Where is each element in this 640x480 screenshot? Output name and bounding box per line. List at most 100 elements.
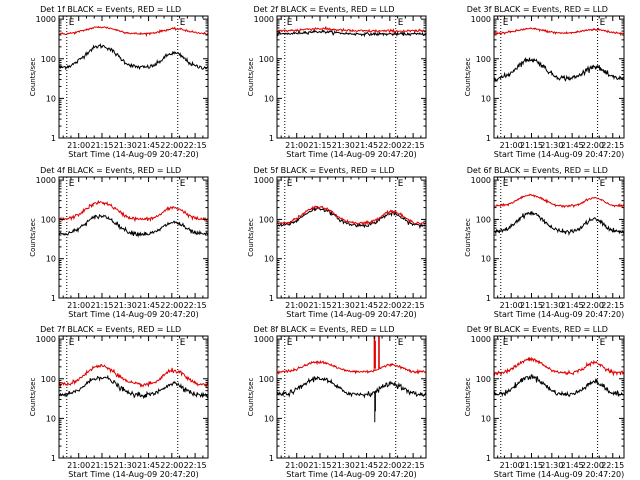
y-tick-label: 1 bbox=[269, 134, 274, 143]
series-events bbox=[277, 375, 426, 399]
x-tick-label: 22:00 bbox=[378, 461, 401, 470]
y-axis-label: Counts/sec bbox=[29, 218, 37, 257]
y-axis-label: Counts/sec bbox=[247, 218, 255, 257]
panel-title: Det 8f BLACK = Events, RED = LLD bbox=[253, 325, 394, 334]
event-marker-e: E bbox=[69, 18, 75, 28]
x-tick-label: 22:00 bbox=[378, 301, 401, 310]
x-axis-label: Start Time (14-Aug-09 20:47:20) bbox=[286, 470, 417, 479]
series-lld bbox=[59, 25, 208, 38]
y-tick-label: 1 bbox=[486, 454, 491, 463]
series-events bbox=[494, 56, 624, 83]
y-tick-label: 1000 bbox=[254, 15, 274, 24]
y-tick-label: 100 bbox=[259, 215, 274, 224]
x-tick-label: 22:00 bbox=[160, 461, 183, 470]
x-tick-label: 21:00 bbox=[500, 461, 523, 470]
y-tick-label: 1000 bbox=[254, 176, 274, 185]
event-marker-e: E bbox=[600, 179, 606, 189]
x-tick-label: 21:30 bbox=[332, 461, 355, 470]
y-axis-label: Counts/sec bbox=[464, 378, 472, 417]
event-marker-e: E bbox=[503, 338, 509, 348]
panel-title: Det 6f BLACK = Events, RED = LLD bbox=[467, 166, 608, 175]
x-tick-label: 22:00 bbox=[160, 301, 183, 310]
y-axis-label: Counts/sec bbox=[247, 58, 255, 97]
x-tick-label: 21:00 bbox=[67, 141, 90, 150]
x-tick-label: 22:15 bbox=[601, 141, 624, 150]
y-tick-label: 1 bbox=[51, 134, 56, 143]
x-tick-label: 22:15 bbox=[402, 301, 425, 310]
detector-panel-7: Det 7f BLACK = Events, RED = LLD E E 1 10 100… bbox=[29, 325, 209, 479]
event-marker-e: E bbox=[69, 179, 75, 189]
panel-title: Det 1f BLACK = Events, RED = LLD bbox=[40, 5, 181, 14]
x-axis-label: Start Time (14-Aug-09 20:47:20) bbox=[286, 150, 417, 159]
x-tick-label: 21:00 bbox=[285, 141, 308, 150]
x-tick-label: 21:45 bbox=[355, 141, 378, 150]
y-tick-label: 100 bbox=[476, 55, 491, 64]
x-axis-label: Start Time (14-Aug-09 20:47:20) bbox=[68, 310, 199, 319]
y-tick-label: 1000 bbox=[36, 335, 56, 344]
series-lld bbox=[59, 363, 208, 388]
x-tick-label: 21:00 bbox=[67, 461, 90, 470]
x-tick-label: 21:15 bbox=[90, 141, 113, 150]
x-tick-label: 22:15 bbox=[601, 301, 624, 310]
panel-title: Det 9f BLACK = Events, RED = LLD bbox=[467, 325, 608, 334]
event-marker-e: E bbox=[398, 338, 404, 348]
event-marker-e: E bbox=[69, 338, 75, 348]
x-tick-label: 21:15 bbox=[90, 301, 113, 310]
event-marker-e: E bbox=[180, 179, 186, 189]
y-tick-label: 1000 bbox=[36, 176, 56, 185]
x-tick-label: 21:00 bbox=[285, 461, 308, 470]
detector-panel-8: Det 8f BLACK = Events, RED = LLD E E 1 10 100… bbox=[247, 325, 427, 479]
series-events bbox=[277, 206, 426, 230]
x-axis-label: Start Time (14-Aug-09 20:47:20) bbox=[494, 150, 625, 159]
series-events bbox=[59, 213, 208, 238]
y-axis-label: Counts/sec bbox=[247, 378, 255, 417]
x-tick-label: 21:45 bbox=[561, 461, 584, 470]
x-tick-label: 21:15 bbox=[308, 461, 331, 470]
panel-title: Det 2f BLACK = Events, RED = LLD bbox=[253, 5, 394, 14]
x-tick-label: 21:00 bbox=[500, 141, 523, 150]
x-tick-label: 22:15 bbox=[184, 301, 207, 310]
event-marker-e: E bbox=[287, 179, 293, 189]
series-events bbox=[59, 374, 208, 400]
x-tick-label: 22:15 bbox=[402, 461, 425, 470]
y-tick-label: 10 bbox=[46, 255, 56, 264]
y-tick-label: 100 bbox=[259, 375, 274, 384]
x-tick-label: 21:00 bbox=[285, 301, 308, 310]
y-tick-label: 1 bbox=[486, 294, 491, 303]
event-marker-e: E bbox=[180, 18, 186, 28]
y-tick-label: 1000 bbox=[471, 15, 491, 24]
x-tick-label: 21:15 bbox=[520, 301, 543, 310]
detector-panel-3: Det 3f BLACK = Events, RED = LLD E E 1 10 100… bbox=[464, 5, 625, 159]
x-axis-label: Start Time (14-Aug-09 20:47:20) bbox=[68, 470, 199, 479]
y-tick-label: 100 bbox=[476, 215, 491, 224]
x-tick-label: 22:00 bbox=[581, 301, 604, 310]
x-axis-label: Start Time (14-Aug-09 20:47:20) bbox=[494, 310, 625, 319]
y-tick-label: 10 bbox=[481, 94, 491, 103]
series-lld bbox=[277, 205, 426, 226]
y-axis-label: Counts/sec bbox=[29, 58, 37, 97]
event-marker-e: E bbox=[600, 18, 606, 28]
event-marker-e: E bbox=[600, 338, 606, 348]
series-lld bbox=[277, 359, 426, 375]
y-axis-label: Counts/sec bbox=[464, 218, 472, 257]
x-tick-label: 22:00 bbox=[581, 141, 604, 150]
y-tick-label: 10 bbox=[46, 414, 56, 423]
x-tick-label: 21:45 bbox=[355, 461, 378, 470]
x-tick-label: 22:00 bbox=[160, 141, 183, 150]
series-lld bbox=[59, 199, 208, 223]
event-marker-e: E bbox=[287, 18, 293, 28]
plot-frame bbox=[276, 176, 427, 299]
x-tick-label: 21:15 bbox=[308, 141, 331, 150]
y-tick-label: 10 bbox=[46, 94, 56, 103]
event-marker-e: E bbox=[503, 18, 509, 28]
detector-panel-4: Det 4f BLACK = Events, RED = LLD E E 1 10 100… bbox=[29, 166, 209, 319]
x-tick-label: 21:45 bbox=[561, 301, 584, 310]
series-lld bbox=[494, 193, 624, 209]
x-tick-label: 21:15 bbox=[90, 461, 113, 470]
x-axis-label: Start Time (14-Aug-09 20:47:20) bbox=[494, 470, 625, 479]
y-tick-label: 1 bbox=[269, 294, 274, 303]
x-tick-label: 22:15 bbox=[184, 461, 207, 470]
x-tick-label: 21:00 bbox=[67, 301, 90, 310]
x-tick-label: 21:30 bbox=[114, 461, 137, 470]
